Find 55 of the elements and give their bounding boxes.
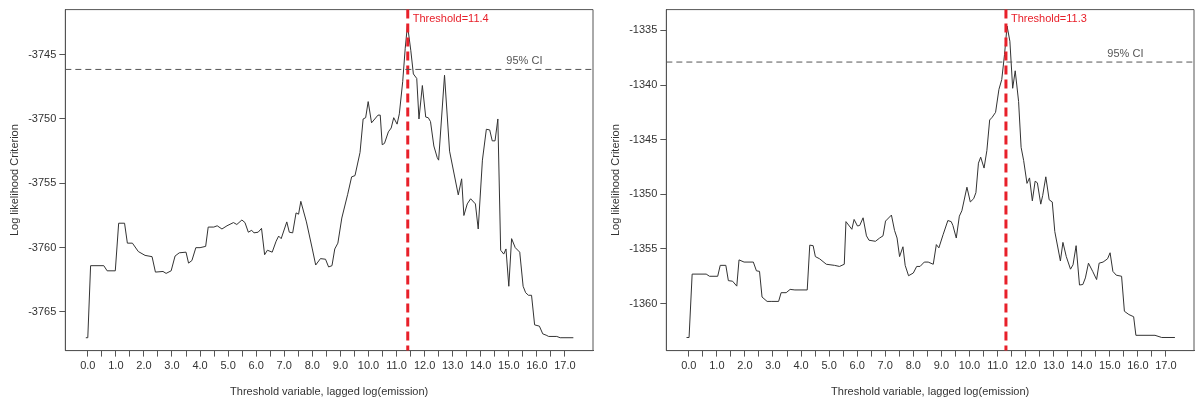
x-tick-label: 11.0 (386, 359, 407, 372)
x-tick-label: 9.0 (933, 359, 950, 372)
x-tick-label: 17.0 (1155, 359, 1177, 372)
x-tick-label: 7.0 (276, 359, 292, 372)
x-tick-label: 3.0 (164, 359, 180, 372)
x-tick-label: 1.0 (108, 359, 124, 372)
y-axis-title: Log likelihood Criterion (608, 124, 621, 237)
x-tick-label: 17.0 (554, 359, 576, 372)
x-tick-label: 15.0 (1099, 359, 1121, 372)
x-tick-label: 6.0 (849, 359, 865, 372)
ref-line-label: Threshold=11.3 (1010, 12, 1087, 25)
y-tick-label: -3755 (28, 176, 57, 189)
x-tick-label: 15.0 (498, 359, 520, 372)
x-tick-label: 1.0 (709, 359, 725, 372)
x-tick-label: 3.0 (765, 359, 781, 372)
x-tick-label: 16.0 (1127, 359, 1149, 372)
x-axis-title: Threshold variable, lagged log(emission) (831, 385, 1030, 398)
x-tick-label: 4.0 (192, 359, 208, 372)
ref-line-label: 95% CI (1107, 46, 1144, 59)
x-tick-label: 8.0 (304, 359, 320, 372)
x-tick-label: 7.0 (877, 359, 893, 372)
x-tick-label: 10.0 (357, 359, 380, 372)
x-tick-label: 2.0 (136, 359, 152, 372)
x-tick-label: 14.0 (1071, 359, 1093, 372)
x-tick-label: 4.0 (793, 359, 809, 372)
x-tick-label: 12.0 (413, 359, 436, 372)
y-tick-label: -1340 (629, 78, 658, 91)
x-tick-label: 0.0 (80, 359, 96, 372)
y-axis-title: Log likelihood Criterion (7, 124, 20, 237)
x-axis-title: Threshold variable, lagged log(emission) (230, 385, 429, 398)
y-tick-label: -1345 (629, 132, 658, 145)
y-tick-label: -1335 (629, 23, 658, 36)
x-tick-label: 14.0 (470, 359, 492, 372)
x-tick-label: 5.0 (220, 359, 236, 372)
x-tick-label: 16.0 (526, 359, 548, 372)
x-tick-label: 12.0 (1014, 359, 1037, 372)
x-tick-label: 9.0 (332, 359, 349, 372)
x-tick-label: 13.0 (1042, 359, 1065, 372)
x-tick-label: 13.0 (441, 359, 464, 372)
y-tick-label: -1355 (629, 241, 658, 254)
y-tick-label: -3760 (28, 240, 57, 253)
x-tick-label: 11.0 (987, 359, 1008, 372)
x-tick-label: 5.0 (821, 359, 837, 372)
ref-line-label: 95% CI (506, 53, 543, 66)
y-tick-label: -3745 (28, 47, 57, 60)
x-tick-label: 2.0 (737, 359, 753, 372)
x-tick-label: 10.0 (958, 359, 981, 372)
y-tick-label: -3750 (28, 112, 57, 125)
x-tick-label: 6.0 (248, 359, 264, 372)
x-tick-label: 8.0 (905, 359, 921, 372)
y-tick-label: -1350 (629, 187, 658, 200)
x-tick-label: 0.0 (681, 359, 697, 372)
y-tick-label: -3765 (28, 305, 57, 318)
ref-line-label: Threshold=11.4 (412, 12, 489, 25)
y-tick-label: -1360 (629, 296, 658, 309)
